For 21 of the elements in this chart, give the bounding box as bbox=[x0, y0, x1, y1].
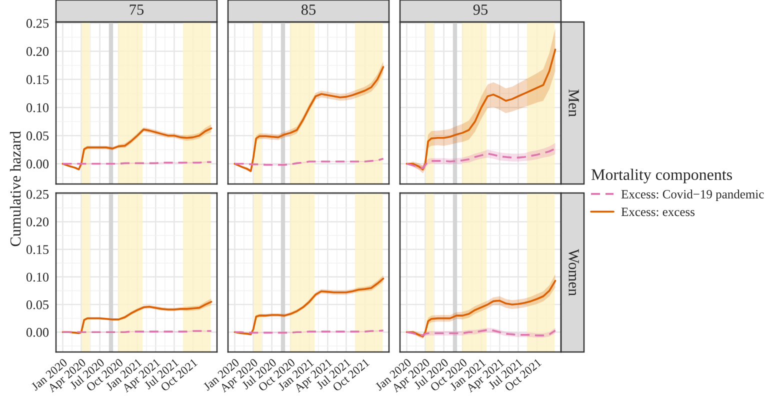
y-tick-label: 0.10 bbox=[26, 272, 49, 282]
y-axis-title: Cumulative hazard bbox=[10, 131, 21, 246]
y2-axis-title: Women bbox=[568, 248, 579, 296]
y-tick-label: 0.00 bbox=[26, 160, 49, 169]
y-tick-label: 0.05 bbox=[26, 131, 49, 140]
chart-title: 95 bbox=[473, 4, 488, 15]
y2-axis-title: Men bbox=[568, 89, 579, 117]
y-tick-label: 0.15 bbox=[26, 75, 49, 84]
y-tick-label: 0.05 bbox=[26, 300, 49, 310]
y-tick-label: 0.20 bbox=[26, 47, 49, 56]
chart-title: 75 bbox=[130, 4, 144, 15]
y-tick-label: 0.10 bbox=[26, 103, 49, 112]
y-tick-label: 0.25 bbox=[26, 18, 49, 28]
y-tick-label: 0.25 bbox=[26, 190, 49, 199]
y-tick-label: 0.15 bbox=[26, 245, 49, 254]
legend-title: Mortality components bbox=[592, 168, 732, 184]
legend-label: Excess: Covid−19 pandemic bbox=[621, 190, 764, 201]
y-tick-label: 0.20 bbox=[26, 218, 49, 226]
legend-label: Excess: excess bbox=[621, 208, 695, 216]
chart-title: 85 bbox=[301, 4, 316, 15]
y-tick-label: 0.00 bbox=[26, 328, 49, 337]
